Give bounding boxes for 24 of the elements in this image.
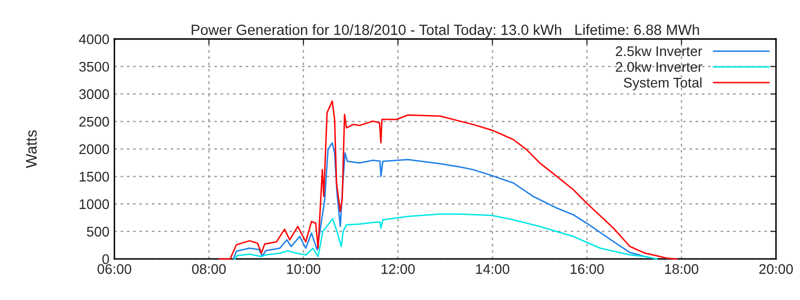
x-tick-label: 08:00 — [192, 264, 226, 274]
y-tick-label: 1000 — [80, 199, 109, 210]
y-tick-label: 3500 — [79, 62, 109, 72]
line-series — [218, 100, 678, 260]
x-tick-label: 14:00 — [476, 264, 510, 274]
y-tick-label: 4000 — [78, 34, 109, 44]
x-tick-label: 20:00 — [759, 264, 793, 274]
chart-title: Power Generation for 10/18/2010 - Total Today: 13.0 kWh Lifetime: 6.88 MWh — [192, 24, 699, 38]
x-tick-label: 10:00 — [287, 264, 320, 274]
legend-label: 2.5kw Inverter — [616, 46, 702, 56]
y-axis-title: Watts — [26, 130, 37, 168]
x-tick-label: 16:00 — [570, 264, 604, 274]
x-tick-label: 06:00 — [98, 264, 132, 274]
line-series — [234, 213, 658, 260]
x-tick-label: 18:00 — [665, 264, 698, 274]
y-tick-label: 1500 — [80, 172, 109, 182]
y-tick-label: 2000 — [79, 144, 109, 154]
legend-label: 2.0kw Inverter — [616, 62, 702, 72]
legend-label: System Total — [624, 77, 702, 90]
y-tick-label: 0 — [102, 254, 109, 264]
y-tick-label: 500 — [86, 226, 109, 237]
x-tick-label: 12:00 — [382, 264, 415, 274]
y-tick-label: 3000 — [79, 89, 109, 100]
y-tick-label: 2500 — [79, 116, 109, 127]
